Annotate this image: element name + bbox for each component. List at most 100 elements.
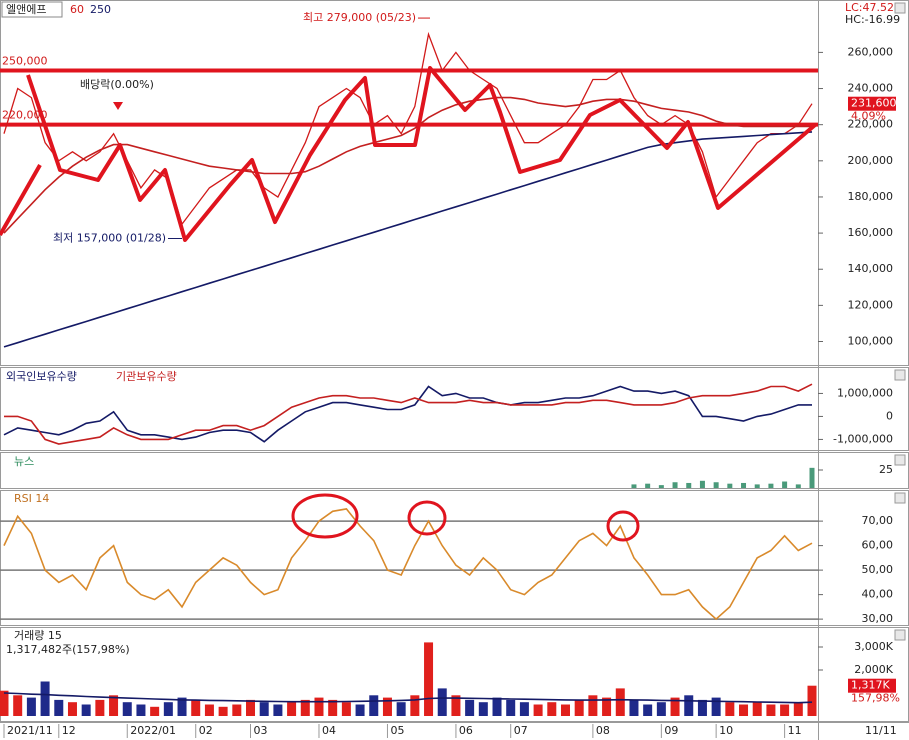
rsi-highlights xyxy=(291,493,640,542)
bar xyxy=(163,702,173,716)
bar xyxy=(437,688,447,716)
bar xyxy=(672,482,678,488)
bar xyxy=(809,467,815,488)
zigzag xyxy=(26,66,817,242)
bar xyxy=(13,695,23,716)
trend-drawing xyxy=(0,66,817,242)
bar xyxy=(0,690,9,716)
highlight-circle xyxy=(606,510,640,542)
bar xyxy=(109,695,119,716)
bar xyxy=(780,704,790,716)
bar xyxy=(40,681,50,716)
panel-button[interactable] xyxy=(894,369,906,381)
bar xyxy=(177,697,187,716)
bar xyxy=(631,484,637,488)
bar xyxy=(410,695,420,716)
bar xyxy=(300,699,310,716)
last-value-box xyxy=(848,96,896,111)
bar xyxy=(793,702,803,716)
panel-button[interactable] xyxy=(894,2,906,14)
highlight-circle xyxy=(407,500,447,536)
event-marker xyxy=(113,102,123,110)
chart-title: 엘앤에프 xyxy=(6,3,46,16)
x-tick-label: 06 xyxy=(459,724,473,737)
x-cursor-label: 11/11 xyxy=(865,724,897,737)
bar xyxy=(629,699,639,716)
bar xyxy=(478,702,488,716)
level-label: 250,000 xyxy=(2,54,48,67)
panel-button[interactable] xyxy=(894,492,906,504)
bar xyxy=(492,697,502,716)
x-tick-label: 05 xyxy=(390,724,404,737)
y-tick-label: 1,000,000 xyxy=(837,386,893,399)
bar xyxy=(533,704,543,716)
panel-button[interactable] xyxy=(894,454,906,466)
bar xyxy=(54,699,64,716)
last-value-box xyxy=(848,678,896,693)
bar xyxy=(547,702,557,716)
bar xyxy=(658,485,664,488)
series-line xyxy=(3,385,812,443)
panel-button[interactable] xyxy=(894,629,906,641)
bar xyxy=(218,706,228,716)
bar xyxy=(699,480,705,488)
high-label: 최고 279,000 (05/23) xyxy=(303,11,416,24)
bar xyxy=(314,697,324,716)
bar xyxy=(67,702,77,716)
bar xyxy=(328,699,338,716)
y-tick-label: 120,000 xyxy=(848,298,894,311)
hc-label: HC:-16.99 xyxy=(845,13,900,26)
series-line xyxy=(3,692,813,704)
bar xyxy=(232,704,242,716)
series-line xyxy=(3,96,812,234)
x-tick-label: 11 xyxy=(788,724,802,737)
bar xyxy=(506,699,516,716)
bar xyxy=(26,697,36,716)
panel-title: 뉴스 xyxy=(14,455,34,468)
bar xyxy=(122,702,132,716)
bar xyxy=(739,704,749,716)
y-tick-label: -1,000,000 xyxy=(833,432,893,445)
last-value-label: 1,317K xyxy=(851,679,890,692)
lc-label: LC:47.52 xyxy=(845,1,894,14)
bar xyxy=(713,482,719,488)
bar xyxy=(191,699,201,716)
bar xyxy=(382,697,392,716)
x-tick-label: 08 xyxy=(596,724,610,737)
bar xyxy=(259,702,269,716)
bar xyxy=(588,695,598,716)
bar xyxy=(670,697,680,716)
bar xyxy=(615,688,625,716)
bar xyxy=(725,702,735,716)
bar xyxy=(795,484,801,488)
y-tick-label: 40,00 xyxy=(862,588,894,601)
y-tick-label: 240,000 xyxy=(848,82,894,95)
y-tick-label: 25 xyxy=(879,463,893,476)
change-label: 157,98% xyxy=(851,692,900,705)
bar xyxy=(643,704,653,716)
y-tick-label: 60,00 xyxy=(862,539,894,552)
bar xyxy=(807,685,817,716)
bar xyxy=(246,699,256,716)
bar xyxy=(150,706,160,716)
x-tick-label: 2022/01 xyxy=(130,724,176,737)
bar xyxy=(396,702,406,716)
y-tick-label: 180,000 xyxy=(848,190,894,203)
y-tick-label: 70,00 xyxy=(862,514,894,527)
bar xyxy=(204,704,214,716)
x-tick-label: 07 xyxy=(514,724,528,737)
y-tick-label: 220,000 xyxy=(848,118,894,131)
bar xyxy=(136,704,146,716)
series-line xyxy=(3,131,813,348)
bar xyxy=(697,699,707,716)
panel-title: RSI 14 xyxy=(14,492,49,505)
bar xyxy=(741,482,747,488)
x-tick-label: 04 xyxy=(322,724,336,737)
highlight-circle xyxy=(291,493,359,539)
legend-entry: 60 xyxy=(70,3,84,16)
series-line xyxy=(3,31,813,226)
y-tick-label: 0 xyxy=(886,409,893,422)
last-value-label: 231,600 xyxy=(851,97,897,110)
bar xyxy=(424,642,434,716)
